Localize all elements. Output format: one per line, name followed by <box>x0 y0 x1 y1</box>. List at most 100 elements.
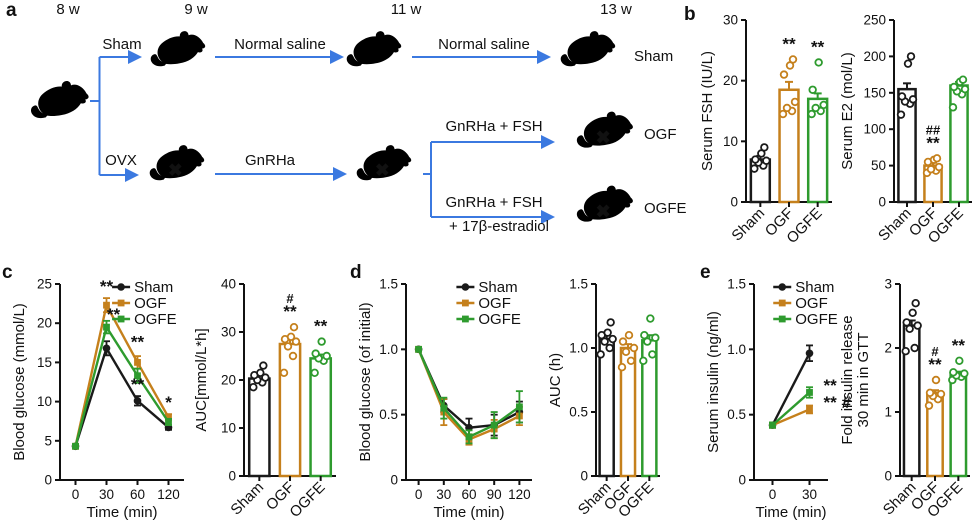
data-point <box>103 323 110 331</box>
x-tick-label: 0 <box>769 487 777 502</box>
data-point <box>960 369 969 378</box>
data-point <box>931 375 941 385</box>
x-tick-label: 0 <box>415 487 423 502</box>
data-point <box>618 337 628 346</box>
series-line-sham <box>771 352 811 426</box>
bar-ogfe <box>949 84 969 204</box>
panel-label-a: a <box>6 0 17 21</box>
data-point <box>606 318 615 327</box>
data-point <box>910 343 919 353</box>
series-line-ogf <box>74 301 170 447</box>
data-point <box>925 388 935 397</box>
y-tick-label: 10 <box>37 394 52 409</box>
data-point <box>955 356 964 365</box>
panel-label-b: b <box>684 4 696 25</box>
y-tick-label: 0.5 <box>379 407 398 422</box>
legend-label: OGFE <box>478 311 521 328</box>
data-point <box>102 344 111 353</box>
data-point <box>651 333 660 342</box>
mouse-icon-sham-9w <box>150 31 206 67</box>
week-label-9w: 9 w <box>184 1 208 18</box>
endpoint-label-ogf: OGF <box>644 126 677 143</box>
branch-label-estradiol: + 17β-estradiol <box>449 218 549 235</box>
data-point <box>778 283 787 291</box>
data-point <box>462 299 469 307</box>
y-axis-label: AUC[mmol/L*h] <box>194 328 210 431</box>
data-point <box>291 337 301 346</box>
y-tick-label: 0 <box>44 473 52 488</box>
branch-label-gnrha: GnRHa <box>244 152 296 169</box>
significance-annotation: # <box>931 344 939 359</box>
x-tick-label: 30 <box>436 487 451 502</box>
data-point <box>643 337 652 346</box>
significance-annotation: ** <box>928 355 942 374</box>
significance-annotation: ** <box>100 277 114 296</box>
data-point <box>311 349 320 358</box>
data-point <box>908 95 918 104</box>
data-point <box>288 351 298 361</box>
data-point <box>788 55 798 64</box>
ovx-x-icon: ✖ <box>596 201 611 221</box>
data-point <box>814 58 823 67</box>
data-point <box>902 318 911 327</box>
chart-serum-insulin: 0 0.5 1.0 1.5 Serum insulin (ng/ml) 0 30 Time (… <box>705 270 854 528</box>
data-point <box>117 299 125 307</box>
y-tick-label: 5 <box>44 433 52 448</box>
significance-annotation: ** <box>926 133 940 152</box>
significance-annotation: ** <box>811 37 825 56</box>
chart-fold-insulin: 0 1 2 3 Fold insulin release 30 min in GTT Sha… <box>839 270 978 528</box>
data-point <box>617 362 627 372</box>
y-tick-label: 50 <box>871 158 886 173</box>
data-point <box>819 100 828 110</box>
x-tick-label: 120 <box>157 487 180 502</box>
ovx-x-icon: ✖ <box>168 160 183 180</box>
chart-gtt-glucose: 0 5 10 15 20 25 Blood glucose (mmol/L) 0 30 60 120… <box>11 270 192 528</box>
data-point <box>310 368 319 377</box>
data-point <box>905 324 914 333</box>
x-category-label: OGFE <box>286 479 328 521</box>
data-point <box>811 103 820 113</box>
flow-connector-split <box>423 142 432 217</box>
branch-label-sham: Sham <box>102 36 142 53</box>
bar-ogfe <box>949 372 968 478</box>
data-point <box>461 283 470 291</box>
data-point <box>165 418 172 426</box>
y-axis-label: AUC (h) <box>548 353 564 407</box>
y-tick-label: 0 <box>878 195 886 210</box>
mouse-icon-ovx-9w: ✖ <box>149 145 205 181</box>
data-point <box>289 323 299 332</box>
data-point <box>949 82 959 92</box>
data-point <box>286 332 296 342</box>
significance-annotation: ** <box>131 333 145 352</box>
data-point <box>913 321 922 330</box>
bar-ogf <box>278 342 302 478</box>
week-label-13w: 13 w <box>600 1 632 18</box>
branch-label-saline2: Normal saline <box>438 36 530 53</box>
data-point <box>911 299 920 308</box>
y-tick-label: 1.0 <box>569 341 588 356</box>
data-point <box>415 345 422 353</box>
flow-arrows <box>90 50 555 224</box>
y-tick-label: 150 <box>863 85 886 100</box>
data-point <box>624 330 634 340</box>
series-line-ogfe <box>74 324 170 447</box>
legend-label: Sham <box>134 279 173 296</box>
x-tick-label: 90 <box>487 487 502 502</box>
data-point <box>103 301 110 309</box>
data-point <box>629 343 639 353</box>
significance-annotation: ** <box>314 317 328 336</box>
data-point <box>117 315 125 323</box>
x-axis-label: Time (min) <box>86 504 157 521</box>
data-point <box>934 162 944 172</box>
legend-label: Sham <box>478 279 517 296</box>
y-tick-label: 40 <box>221 277 236 292</box>
data-point <box>600 337 609 346</box>
y-tick-label: 0 <box>390 473 398 488</box>
y-tick-label: 20 <box>37 316 52 331</box>
data-point <box>322 351 331 361</box>
series-line-ogf <box>772 408 810 427</box>
data-point <box>596 350 605 359</box>
x-tick-label: 30 <box>99 487 114 502</box>
panel-label-d: d <box>350 262 362 283</box>
